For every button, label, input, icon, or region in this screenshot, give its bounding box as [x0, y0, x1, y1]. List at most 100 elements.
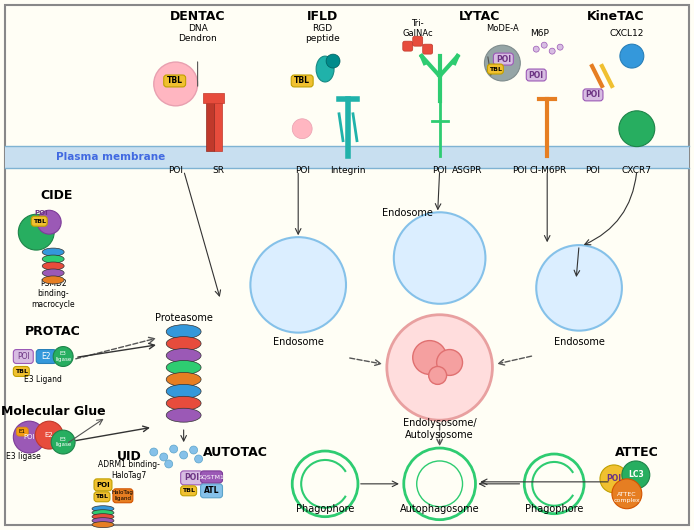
- FancyBboxPatch shape: [201, 484, 223, 498]
- Text: TBL: TBL: [294, 76, 310, 85]
- Text: Endosome: Endosome: [382, 208, 433, 218]
- Circle shape: [612, 479, 642, 509]
- Ellipse shape: [167, 396, 201, 410]
- FancyBboxPatch shape: [493, 53, 514, 65]
- Text: SQSTM1: SQSTM1: [198, 474, 224, 479]
- Text: POI: POI: [529, 70, 544, 80]
- Bar: [203, 93, 224, 103]
- Circle shape: [154, 62, 198, 106]
- FancyBboxPatch shape: [583, 89, 603, 101]
- Text: AUTOTAC: AUTOTAC: [203, 446, 268, 458]
- Text: ADRM1 binding-
HaloTag7: ADRM1 binding- HaloTag7: [98, 460, 160, 480]
- FancyBboxPatch shape: [113, 489, 133, 503]
- Text: UID: UID: [117, 450, 142, 464]
- Circle shape: [619, 111, 654, 147]
- Ellipse shape: [167, 325, 201, 339]
- Ellipse shape: [167, 349, 201, 363]
- Text: TBL: TBL: [489, 67, 502, 72]
- Circle shape: [170, 445, 178, 453]
- Text: Proteasome: Proteasome: [155, 313, 212, 323]
- Circle shape: [437, 350, 462, 375]
- Ellipse shape: [167, 337, 201, 350]
- Text: TBL: TBL: [15, 369, 28, 374]
- Circle shape: [194, 455, 203, 463]
- Text: E1: E1: [19, 429, 26, 434]
- Text: TBL: TBL: [182, 488, 195, 493]
- Circle shape: [536, 245, 622, 331]
- Text: ATTEC: ATTEC: [615, 446, 659, 458]
- Text: POI: POI: [586, 166, 600, 175]
- FancyBboxPatch shape: [180, 486, 196, 496]
- Text: CXCL12: CXCL12: [610, 29, 644, 38]
- Ellipse shape: [92, 506, 114, 511]
- Text: POI: POI: [295, 166, 310, 175]
- Circle shape: [18, 214, 54, 250]
- Text: POI: POI: [35, 210, 48, 216]
- Ellipse shape: [92, 522, 114, 528]
- Circle shape: [600, 465, 628, 493]
- Circle shape: [251, 237, 346, 333]
- Circle shape: [37, 210, 61, 234]
- Text: DNA
Dendron: DNA Dendron: [178, 23, 217, 43]
- FancyBboxPatch shape: [36, 350, 56, 364]
- Circle shape: [189, 446, 198, 454]
- Circle shape: [180, 451, 187, 459]
- Ellipse shape: [92, 510, 114, 516]
- Text: E3
ligase: E3 ligase: [55, 351, 71, 362]
- Text: POI: POI: [184, 473, 199, 482]
- Circle shape: [620, 44, 644, 68]
- Circle shape: [622, 461, 650, 489]
- Circle shape: [413, 341, 447, 374]
- FancyBboxPatch shape: [291, 75, 313, 87]
- Circle shape: [393, 213, 485, 304]
- Text: POI: POI: [432, 166, 447, 175]
- Ellipse shape: [167, 408, 201, 422]
- Text: POI: POI: [96, 482, 110, 488]
- FancyBboxPatch shape: [413, 36, 423, 46]
- Text: E3 ligase: E3 ligase: [6, 453, 41, 462]
- Text: E2: E2: [42, 352, 51, 361]
- Text: M6P: M6P: [530, 29, 549, 38]
- Circle shape: [150, 448, 158, 456]
- Text: LYTAC: LYTAC: [459, 10, 500, 23]
- Text: Autophagosome: Autophagosome: [400, 504, 480, 514]
- FancyBboxPatch shape: [94, 479, 112, 491]
- Text: HaloTag
ligand: HaloTag ligand: [112, 490, 134, 501]
- FancyBboxPatch shape: [180, 471, 203, 485]
- Text: Phagophore: Phagophore: [525, 504, 584, 514]
- Circle shape: [557, 44, 563, 50]
- Circle shape: [35, 421, 63, 449]
- FancyBboxPatch shape: [526, 69, 546, 81]
- Text: Molecular Glue: Molecular Glue: [1, 405, 105, 418]
- Ellipse shape: [42, 262, 64, 270]
- FancyBboxPatch shape: [164, 75, 186, 87]
- FancyBboxPatch shape: [403, 41, 413, 51]
- Text: Endosome: Endosome: [554, 337, 604, 347]
- Circle shape: [53, 347, 73, 366]
- Ellipse shape: [316, 56, 334, 82]
- Text: Endosome: Endosome: [273, 337, 323, 347]
- Circle shape: [429, 366, 447, 384]
- Text: Plasma membrane: Plasma membrane: [56, 152, 165, 162]
- FancyBboxPatch shape: [487, 64, 503, 74]
- Text: SR: SR: [212, 166, 225, 175]
- Ellipse shape: [42, 248, 64, 256]
- Text: E3 Ligand: E3 Ligand: [24, 375, 62, 384]
- Text: IFLD: IFLD: [307, 10, 338, 23]
- Text: TBL: TBL: [167, 76, 183, 85]
- Circle shape: [13, 421, 45, 453]
- Circle shape: [541, 42, 547, 48]
- Text: TBL: TBL: [33, 219, 46, 224]
- Bar: [6, 146, 688, 167]
- Circle shape: [160, 453, 168, 461]
- Text: POI: POI: [607, 474, 622, 483]
- Text: PSMD2
binding-
macrocycle: PSMD2 binding- macrocycle: [31, 279, 75, 309]
- Text: LC3: LC3: [628, 471, 644, 480]
- Text: POI: POI: [24, 434, 35, 440]
- Ellipse shape: [167, 384, 201, 399]
- Text: CI-M6PR: CI-M6PR: [530, 166, 567, 175]
- FancyBboxPatch shape: [17, 427, 28, 436]
- Text: POI: POI: [17, 352, 30, 361]
- FancyBboxPatch shape: [13, 350, 33, 364]
- Circle shape: [51, 430, 75, 454]
